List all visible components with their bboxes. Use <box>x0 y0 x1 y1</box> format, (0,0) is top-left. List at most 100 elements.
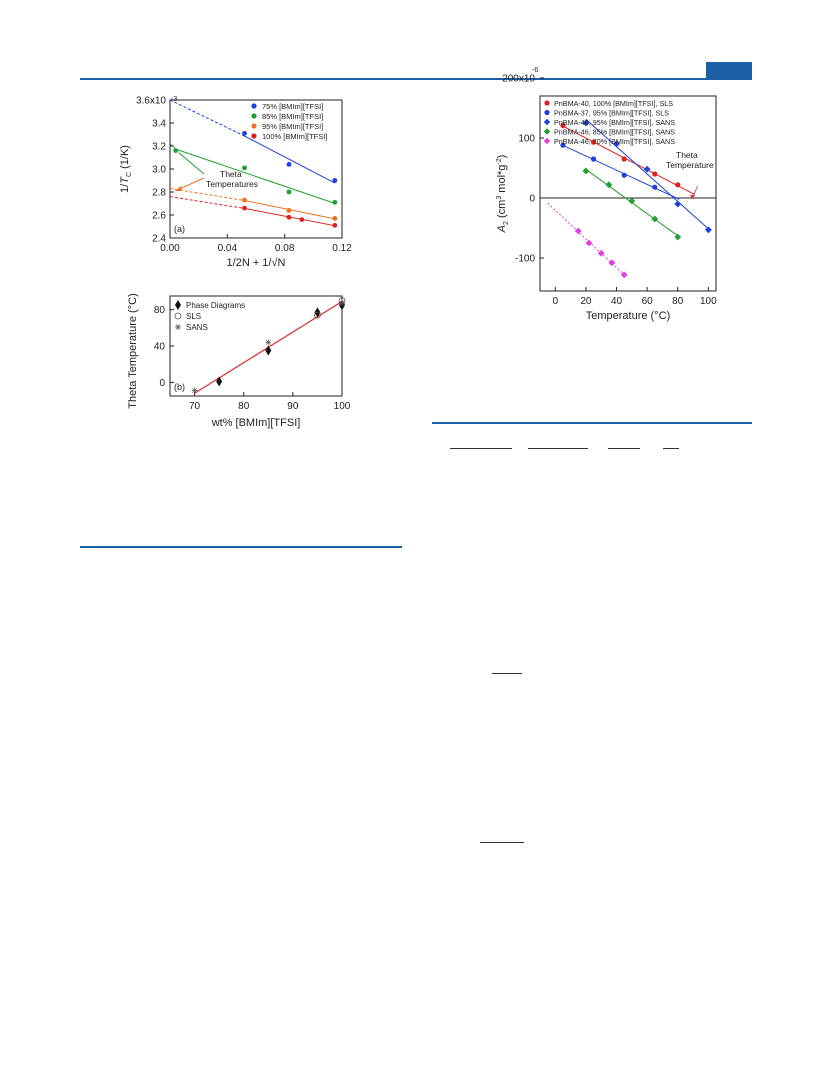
x-tick-label: 100 <box>700 296 717 307</box>
y-tick-label: 100 <box>518 134 535 145</box>
y-axis-label: 1/TC (1/K) <box>119 145 133 193</box>
data-point-3-0 <box>582 167 590 175</box>
x-tick-label: 0.08 <box>275 243 295 254</box>
x-tick-label: 60 <box>642 296 654 307</box>
data-point-2-1 <box>286 208 292 213</box>
data-point-2-0 <box>582 119 590 127</box>
legend-entry: PnBMA-46, 85% [BMIm][TFSI], SANS <box>554 128 675 137</box>
asterisk-stroke-3 <box>265 339 271 345</box>
equation-fraction-bar-3 <box>608 448 640 449</box>
header-page-tab <box>706 62 752 78</box>
extrapolation-line-2 <box>169 188 245 201</box>
data-point-circle-0 <box>314 311 321 319</box>
y-tick-label: -100 <box>515 254 535 265</box>
equation-fraction-bar-1 <box>450 448 512 449</box>
header-rule <box>80 78 752 80</box>
annotation-arrow <box>692 185 698 197</box>
x-axis-label: wt% [BMIm][TFSI] <box>211 417 301 429</box>
chart-c: 0 20 40 60 80 100 -100 0 100 200x10-6 A2 (cm3 mol*… <box>496 67 717 322</box>
data-point-3-2 <box>628 197 636 205</box>
annotation-theta-temperature: Theta Temperature <box>666 150 714 170</box>
legend-entry: PnBMA-37, 95% [BMIm][TFSI], SLS <box>554 109 669 118</box>
extrapolation-line-3 <box>169 196 245 209</box>
legend-marker-asterisk <box>175 324 181 330</box>
data-point-1-3 <box>332 199 338 205</box>
x-tick-label: 20 <box>580 296 592 307</box>
y-tick-label: 80 <box>154 305 166 316</box>
equation-fraction-bar-6 <box>480 842 524 843</box>
y-tick-label: 2.6 <box>152 211 166 222</box>
legend-marker <box>251 123 257 129</box>
legend-marker <box>543 137 551 145</box>
x-tick-label: 0.12 <box>332 243 352 254</box>
data-point-2-3 <box>674 200 682 208</box>
legend-entry: 95% [BMIm][TFSI] <box>262 122 323 131</box>
data-point-0-3 <box>652 171 658 177</box>
panel-label: (a) <box>174 224 185 234</box>
annotation-arrow-orange <box>176 177 205 191</box>
extrapolation-line-0 <box>169 99 245 137</box>
data-point-1-2 <box>286 189 292 195</box>
annotation-arrowhead <box>175 186 182 191</box>
data-point-0-4 <box>675 182 681 188</box>
legend-entry: SANS <box>186 323 208 332</box>
legend-entry: PnBMA-46, 95% [BMIm][TFSI], SANS <box>554 118 675 127</box>
data-point-0-1 <box>286 162 292 167</box>
asterisk-stroke-3 <box>175 324 181 330</box>
y-exponent: -3 <box>171 96 177 103</box>
y-tick-label: 200x10 <box>502 74 535 85</box>
data-point-2-1 <box>613 140 620 148</box>
x-tick-label: 40 <box>611 296 623 307</box>
legend-marker-diamond <box>175 300 181 310</box>
legend-entry: SLS <box>186 312 201 321</box>
x-axis-label: 1/2N + 1/√N <box>227 257 286 269</box>
y-axis-label: A2 (cm3 mol*g-2) <box>496 155 510 234</box>
section-rule-right <box>432 422 752 424</box>
data-point-2-2 <box>643 165 651 173</box>
data-point-0-2 <box>332 178 338 183</box>
y-tick-label: 3.2 <box>152 142 166 153</box>
x-tick-label: 0 <box>553 296 559 307</box>
fit-line-2 <box>585 118 709 230</box>
data-point-0-0 <box>560 122 566 128</box>
x-axis-label: Temperature (°C) <box>586 310 670 322</box>
legend-marker <box>544 109 550 116</box>
asterisk-stroke-3 <box>339 300 345 306</box>
data-point-1-2 <box>621 172 627 178</box>
data-point-1-1 <box>242 165 247 171</box>
data-point-4-4 <box>620 271 628 279</box>
data-point-2-0 <box>242 197 247 203</box>
x-tick-label: 80 <box>238 401 250 412</box>
data-point-2-2 <box>332 216 338 221</box>
data-point-4-0 <box>574 227 582 235</box>
y-exponent: -6 <box>532 67 538 74</box>
data-point-0-0 <box>242 130 247 136</box>
panel-label: (b) <box>174 382 185 392</box>
y-tick-label: 3.4 <box>152 119 166 130</box>
legend-marker <box>543 118 551 126</box>
annotation-arrow-green <box>178 152 205 175</box>
fit-line-0 <box>244 135 336 184</box>
x-tick-label: 80 <box>672 296 684 307</box>
annotation-theta-temperatures: Theta Temperatures <box>206 169 258 189</box>
data-point-3-0 <box>242 205 247 211</box>
fit-line-1 <box>562 144 680 200</box>
data-point-0-1 <box>590 139 597 145</box>
data-point-4-2 <box>597 249 605 257</box>
x-tick-label: 0.00 <box>160 243 180 254</box>
annotation-arrowhead <box>690 195 696 199</box>
chart-b: 70 80 90 100 0 40 80 Theta Temperature (°C) wt% … <box>127 293 351 429</box>
y-tick-label: 3.0 <box>152 165 166 176</box>
y-axis-label: Theta Temperature (°C) <box>127 293 139 408</box>
data-point-asterisk-0 <box>191 387 198 394</box>
section-rule-left <box>80 546 402 548</box>
legend-entry: PnBMA-40, 100% [BMIm][TFSI], SLS <box>554 99 673 108</box>
data-point-3-4 <box>674 233 682 241</box>
data-point-3-1 <box>286 214 292 220</box>
data-point-1-0 <box>173 148 179 153</box>
y-tick-label: 40 <box>154 342 166 353</box>
legend-marker-circle <box>174 312 182 320</box>
data-point-3-2 <box>299 217 305 222</box>
legend-marker <box>251 103 257 109</box>
fit-line-0 <box>562 125 695 195</box>
